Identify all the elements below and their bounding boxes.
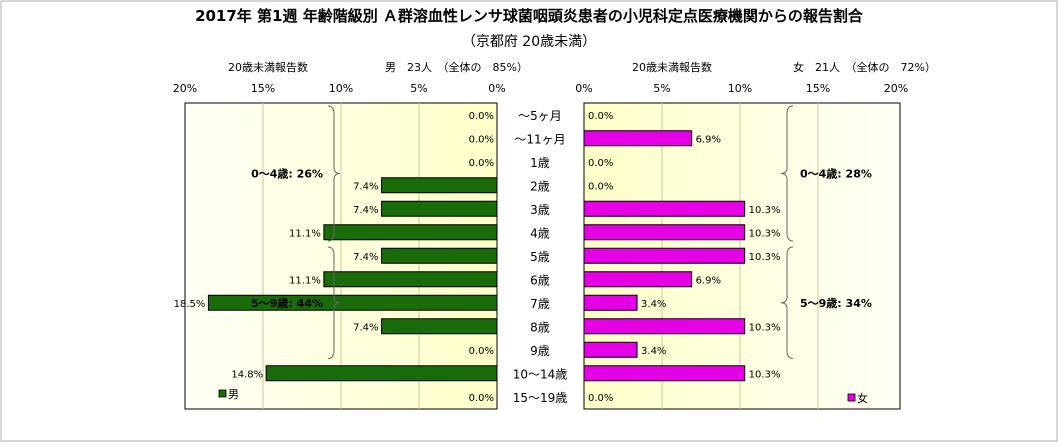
male-tick-label: 15% [251,82,275,95]
male-bar [381,177,498,194]
category-label: ～5ヶ月 [518,109,562,123]
female-header-text: 女 21人 （全体の 72%） [793,60,936,74]
male-tick-label: 0% [488,82,505,95]
female-bar [583,247,746,264]
male-value-label: 0.0% [469,393,494,404]
male-bar [381,200,498,217]
female-bar [583,271,693,288]
female-value-label: 10.3% [749,369,781,380]
male-tick-label: 20% [173,82,197,95]
female-tick-label: 20% [884,82,908,95]
category-label: 6歳 [530,273,550,287]
male-value-label: 7.4% [353,252,378,263]
male-group-bracket [327,105,341,242]
female-tick-label: 15% [806,82,830,95]
female-value-label: 10.3% [749,322,781,333]
category-label: 1歳 [530,156,550,170]
male-group-bracket [327,246,341,359]
female-tick-label: 10% [728,82,752,95]
male-group-label: 5～9歳: 44% [251,296,323,310]
female-value-label: 0.0% [588,158,613,169]
male-bar [381,318,498,335]
female-value-label: 3.4% [641,299,666,310]
male-bar [265,365,498,382]
male-value-label: 7.4% [353,322,378,333]
category-label: 3歳 [530,203,550,217]
female-value-label: 6.9% [696,134,721,145]
category-label: 4歳 [530,226,550,240]
female-bar [583,341,638,358]
male-legend-label: 男 [228,388,239,401]
male-value-label: 7.4% [353,205,378,216]
female-legend-swatch [847,393,856,402]
female-value-label: 10.3% [749,205,781,216]
male-legend-swatch [218,389,227,398]
female-value-label: 6.9% [696,275,721,286]
female-legend-label: 女 [857,391,868,405]
female-group-bracket [780,246,794,359]
male-value-label: 0.0% [469,134,494,145]
female-bar [583,130,693,147]
female-header-label: 20歳未満報告数 [632,61,712,74]
category-label: 10～14歳 [513,367,568,381]
female-bar [583,365,746,382]
male-tick-label: 10% [329,82,353,95]
female-value-label: 0.0% [588,393,613,404]
female-bar [583,224,746,241]
male-group-label: 0～4歳: 26% [251,167,323,181]
female-bar [583,294,638,311]
male-bar [323,271,498,288]
male-value-label: 0.0% [469,111,494,122]
female-tick-label: 0% [575,82,592,95]
female-value-label: 3.4% [641,346,666,357]
male-value-label: 11.1% [289,228,321,239]
male-bar [207,294,498,311]
male-header-text: 男 23人 （全体の 85%） [385,60,528,74]
male-value-label: 7.4% [353,181,378,192]
chart-title: 2017年 第1週 年齢階級別 Ａ群溶血性レンサ球菌咽頭炎患者の小児科定点医療機… [195,7,864,25]
female-group-bracket [780,105,794,242]
female-value-label: 0.0% [588,111,613,122]
category-label: 5歳 [530,250,550,264]
category-label: 8歳 [530,320,550,334]
category-label: ～11ヶ月 [514,132,565,146]
male-header-label: 20歳未満報告数 [228,61,308,74]
female-bar [583,200,746,217]
category-label: 15～19歳 [513,391,568,405]
male-value-label: 0.0% [469,346,494,357]
female-tick-label: 5% [653,82,670,95]
category-label: 2歳 [530,179,550,193]
male-tick-label: 5% [410,82,427,95]
male-value-label: 14.8% [231,369,263,380]
female-value-label: 0.0% [588,181,613,192]
male-bar [381,247,498,264]
female-group-label: 0～4歳: 28% [800,167,872,181]
category-label: 7歳 [530,297,550,311]
category-label: 9歳 [530,344,550,358]
female-group-label: 5～9歳: 34% [800,296,872,310]
male-value-label: 18.5% [174,299,206,310]
male-value-label: 0.0% [469,158,494,169]
female-bar [583,318,746,335]
male-bar [323,224,498,241]
female-value-label: 10.3% [749,252,781,263]
chart-subtitle: （京都府 20歳未満） [462,34,596,50]
male-value-label: 11.1% [289,275,321,286]
female-value-label: 10.3% [749,228,781,239]
